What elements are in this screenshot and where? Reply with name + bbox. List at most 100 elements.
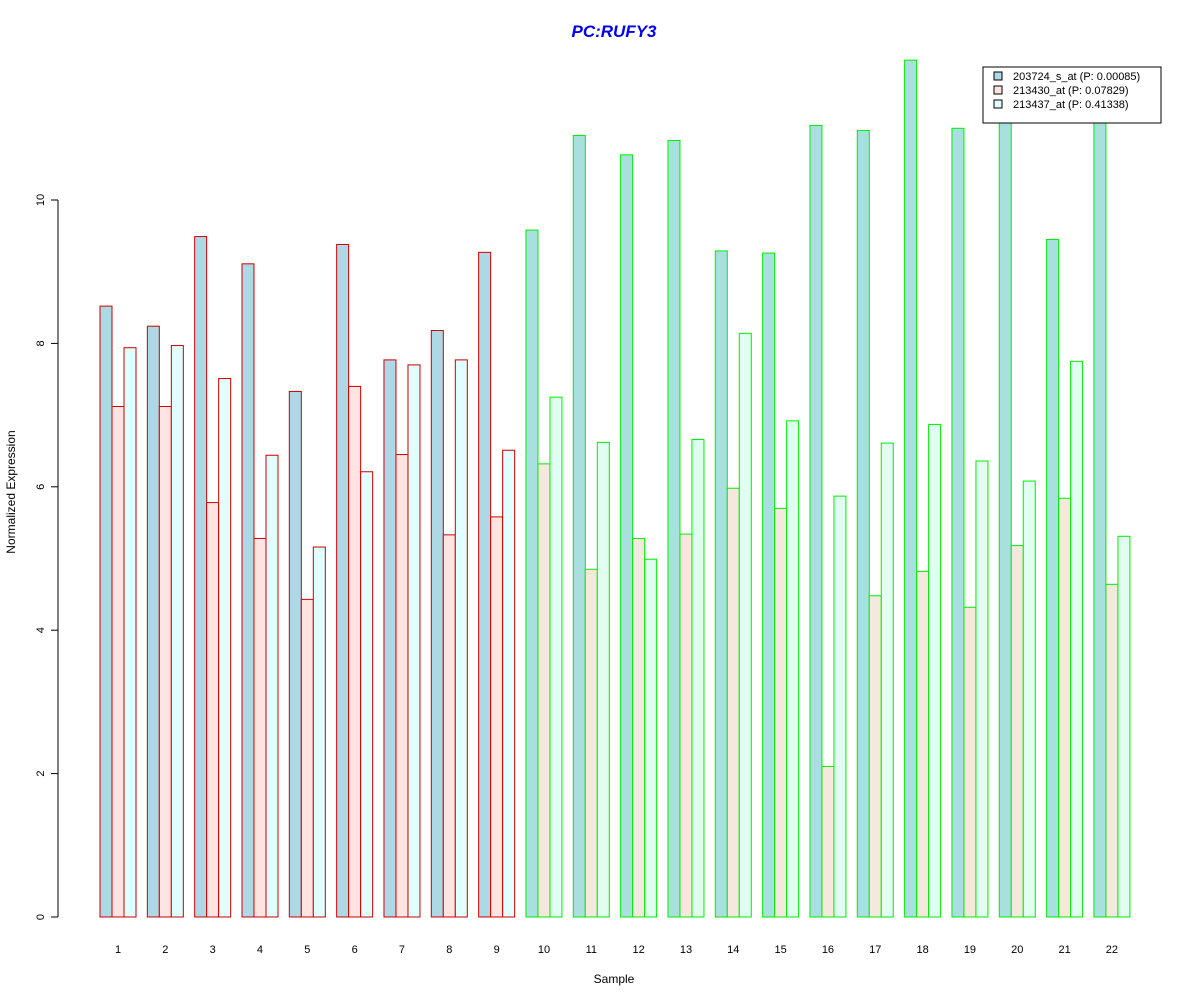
bar-sample-9-series-2: [490, 516, 504, 918]
bar-sample-3-series-1: [194, 236, 208, 918]
bar-sample-4-series-2: [253, 537, 267, 918]
bar-sample-16-series-3: [833, 495, 847, 918]
bar-sample-15-series-3: [786, 420, 800, 918]
bar-sample-15-series-2: [774, 507, 788, 918]
bar-sample-22-series-1: [1093, 113, 1107, 918]
bar-sample-2-series-1: [146, 325, 160, 918]
legend-swatch-2: [993, 85, 1003, 95]
bar-sample-18-series-3: [928, 423, 942, 918]
x-tick-label: 21: [1058, 944, 1070, 956]
bar-sample-21-series-1: [1046, 238, 1060, 918]
bar-sample-20-series-1: [998, 113, 1012, 918]
bar-sample-4-series-1: [241, 263, 255, 918]
x-tick-label: 4: [257, 944, 263, 956]
bar-sample-15-series-1: [762, 252, 776, 918]
x-tick-label: 6: [352, 944, 358, 956]
bar-sample-14-series-1: [714, 250, 728, 918]
x-tick-label: 7: [399, 944, 405, 956]
x-tick-label: 2: [162, 944, 168, 956]
bar-sample-13-series-1: [667, 139, 681, 918]
x-tick-label: 12: [633, 944, 645, 956]
bar-sample-17-series-1: [856, 129, 870, 918]
bars: [99, 59, 1131, 918]
legend: 203724_s_at (P: 0.00085) 213430_at (P: 0.…: [982, 66, 1162, 124]
bar-sample-21-series-3: [1070, 360, 1084, 918]
bar-sample-12-series-2: [632, 537, 646, 918]
bar-sample-20-series-3: [1022, 480, 1036, 918]
x-tick-label: 16: [822, 944, 834, 956]
bar-sample-18-series-2: [916, 570, 930, 918]
bar-sample-13-series-2: [679, 533, 693, 918]
legend-box: [982, 66, 1162, 124]
bar-sample-19-series-2: [963, 606, 977, 918]
legend-swatch-1: [993, 71, 1003, 81]
bar-sample-19-series-1: [951, 127, 965, 918]
bar-sample-9-series-3: [502, 449, 516, 918]
bar-sample-7-series-3: [407, 364, 421, 918]
x-tick-label: 10: [538, 944, 550, 956]
x-tick-label: 18: [916, 944, 928, 956]
y-tick-label: 8: [35, 340, 47, 346]
y-tick-label: 4: [35, 627, 47, 633]
bar-sample-13-series-3: [691, 438, 705, 918]
bar-sample-1-series-1: [99, 305, 113, 918]
bar-sample-11-series-3: [596, 441, 610, 918]
bar-sample-5-series-3: [312, 546, 326, 918]
legend-label-3: 213437_at (P: 0.41338): [1013, 99, 1129, 111]
bar-sample-18-series-1: [904, 59, 918, 918]
bar-sample-8-series-1: [430, 329, 444, 918]
bar-sample-6-series-3: [360, 471, 374, 918]
bar-sample-17-series-2: [868, 595, 882, 918]
y-tick-label: 10: [35, 194, 47, 206]
bar-sample-22-series-3: [1117, 535, 1131, 918]
legend-label-2: 213430_at (P: 0.07829): [1013, 85, 1129, 97]
y-tick-label: 0: [35, 914, 47, 920]
bar-sample-10-series-1: [525, 229, 539, 918]
bar-sample-4-series-3: [265, 454, 279, 918]
chart-title: PC:RUFY3: [571, 22, 657, 41]
bar-sample-11-series-1: [572, 134, 586, 918]
bar-sample-16-series-2: [821, 765, 835, 918]
bar-sample-5-series-2: [300, 598, 314, 918]
x-tick-label: 20: [1011, 944, 1023, 956]
x-tick-label: 5: [304, 944, 310, 956]
bar-sample-14-series-2: [726, 487, 740, 918]
y-tick-label: 2: [35, 771, 47, 777]
bar-sample-17-series-3: [880, 442, 894, 918]
bar-sample-3-series-2: [206, 502, 220, 918]
bar-sample-19-series-3: [975, 460, 989, 918]
x-tick-label: 19: [964, 944, 976, 956]
x-tick-label: 17: [869, 944, 881, 956]
bar-sample-22-series-2: [1105, 583, 1119, 918]
x-tick-label: 14: [727, 944, 739, 956]
x-tick-label: 9: [494, 944, 500, 956]
bar-sample-7-series-2: [395, 454, 409, 918]
bar-sample-8-series-3: [454, 359, 468, 918]
bar-sample-2-series-2: [158, 405, 172, 918]
bar-sample-14-series-3: [738, 332, 752, 918]
x-tick-label: 13: [680, 944, 692, 956]
bar-sample-2-series-3: [170, 345, 184, 918]
bar-sample-16-series-1: [809, 124, 823, 918]
x-tick-label: 22: [1106, 944, 1118, 956]
bar-sample-12-series-1: [620, 154, 634, 918]
legend-label-1: 203724_s_at (P: 0.00085): [1013, 71, 1140, 83]
bar-sample-6-series-2: [348, 385, 362, 918]
y-axis: 0 2 4 6 8 10: [35, 194, 59, 920]
bar-sample-8-series-2: [442, 534, 456, 918]
x-tick-label: 8: [446, 944, 452, 956]
bar-sample-9-series-1: [478, 251, 492, 918]
bar-sample-3-series-3: [218, 378, 232, 918]
x-tick-label: 1: [115, 944, 121, 956]
bar-sample-1-series-3: [123, 347, 137, 918]
bar-sample-21-series-2: [1058, 497, 1072, 918]
x-tick-labels: 1 2 3 4 5 6 7 8 9 10 11 12 13 14 15 16 17 18 19 20 21 22: [115, 944, 1118, 956]
x-tick-label: 11: [586, 944, 597, 956]
y-axis-label: Normalized Expression: [4, 430, 18, 553]
x-tick-label: 15: [774, 944, 786, 956]
bar-sample-5-series-1: [288, 390, 302, 918]
bar-sample-12-series-3: [644, 558, 658, 918]
legend-swatch-3: [993, 99, 1003, 109]
bar-sample-20-series-2: [1010, 545, 1024, 918]
